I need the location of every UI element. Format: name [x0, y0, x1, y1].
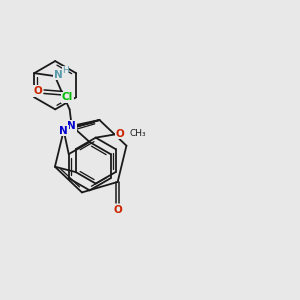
Text: CH₃: CH₃	[130, 129, 146, 138]
Text: O: O	[34, 86, 43, 96]
Text: N: N	[67, 121, 76, 131]
Text: O: O	[113, 205, 122, 215]
Text: N: N	[54, 70, 63, 80]
Text: O: O	[116, 129, 124, 139]
Text: N: N	[59, 125, 68, 136]
Text: N: N	[59, 125, 68, 136]
Text: Cl: Cl	[61, 92, 73, 102]
Text: H: H	[62, 66, 69, 75]
